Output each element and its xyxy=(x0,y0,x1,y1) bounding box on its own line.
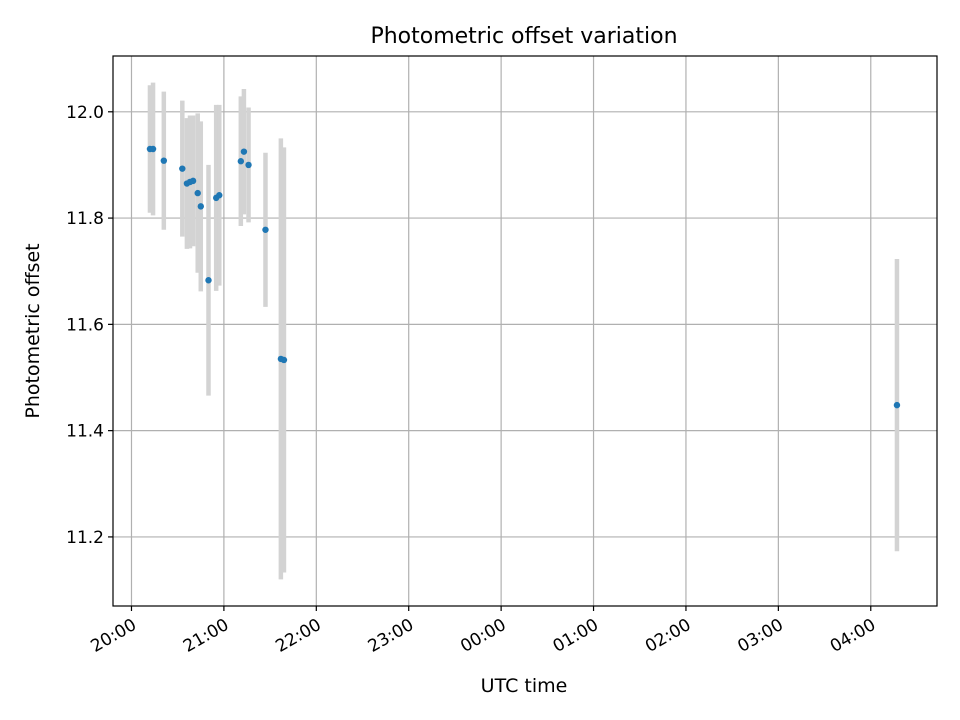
data-point xyxy=(237,158,245,165)
data-point xyxy=(179,165,186,172)
y-tick-label: 11.8 xyxy=(66,209,104,229)
data-points xyxy=(146,145,901,409)
data-point xyxy=(240,148,248,155)
plot-frame xyxy=(112,55,938,607)
data-point xyxy=(893,401,901,409)
data-point xyxy=(245,161,252,169)
data-point xyxy=(194,189,201,197)
y-axis-label: Photometric offset xyxy=(22,243,44,418)
data-point xyxy=(160,157,168,164)
data-point xyxy=(262,226,269,233)
x-axis-label: UTC time xyxy=(481,675,568,697)
y-tick-label: 11.6 xyxy=(66,315,104,335)
data-point xyxy=(149,145,157,153)
data-point xyxy=(216,192,223,199)
y-tick-label: 12.0 xyxy=(66,103,104,123)
y-tick-label: 11.2 xyxy=(66,528,104,548)
data-point xyxy=(205,277,212,284)
data-point xyxy=(197,203,204,210)
data-point xyxy=(280,356,288,364)
chart-title: Photometric offset variation xyxy=(370,24,677,49)
grid xyxy=(113,56,937,606)
data-point xyxy=(189,177,197,185)
y-tick-label: 11.4 xyxy=(66,422,104,442)
